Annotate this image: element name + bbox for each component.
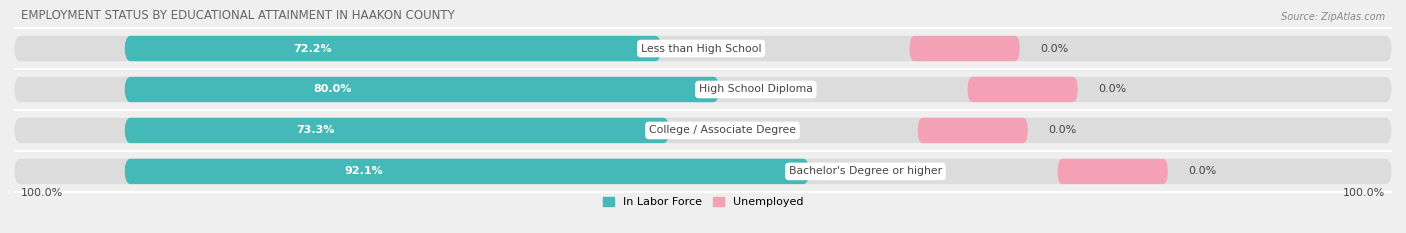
FancyBboxPatch shape — [14, 36, 1392, 61]
Text: Source: ZipAtlas.com: Source: ZipAtlas.com — [1281, 12, 1385, 22]
Text: High School Diploma: High School Diploma — [699, 85, 813, 95]
FancyBboxPatch shape — [14, 159, 1392, 184]
Text: 0.0%: 0.0% — [1188, 166, 1216, 176]
Text: 0.0%: 0.0% — [1040, 44, 1069, 54]
Text: College / Associate Degree: College / Associate Degree — [650, 125, 796, 135]
Text: 100.0%: 100.0% — [21, 188, 63, 198]
Text: 0.0%: 0.0% — [1098, 85, 1126, 95]
Text: 73.3%: 73.3% — [297, 125, 335, 135]
FancyBboxPatch shape — [124, 118, 669, 143]
FancyBboxPatch shape — [967, 77, 1078, 102]
FancyBboxPatch shape — [14, 118, 1392, 143]
FancyBboxPatch shape — [1057, 159, 1168, 184]
Legend: In Labor Force, Unemployed: In Labor Force, Unemployed — [603, 197, 803, 207]
Text: 0.0%: 0.0% — [1049, 125, 1077, 135]
Text: 92.1%: 92.1% — [344, 166, 384, 176]
FancyBboxPatch shape — [124, 77, 720, 102]
Text: Less than High School: Less than High School — [641, 44, 761, 54]
FancyBboxPatch shape — [918, 118, 1028, 143]
FancyBboxPatch shape — [124, 36, 661, 61]
Text: Bachelor's Degree or higher: Bachelor's Degree or higher — [789, 166, 942, 176]
Text: 80.0%: 80.0% — [314, 85, 352, 95]
Text: 100.0%: 100.0% — [1343, 188, 1385, 198]
Text: EMPLOYMENT STATUS BY EDUCATIONAL ATTAINMENT IN HAAKON COUNTY: EMPLOYMENT STATUS BY EDUCATIONAL ATTAINM… — [21, 9, 454, 22]
FancyBboxPatch shape — [14, 77, 1392, 102]
FancyBboxPatch shape — [910, 36, 1019, 61]
Text: 72.2%: 72.2% — [292, 44, 332, 54]
FancyBboxPatch shape — [124, 159, 810, 184]
